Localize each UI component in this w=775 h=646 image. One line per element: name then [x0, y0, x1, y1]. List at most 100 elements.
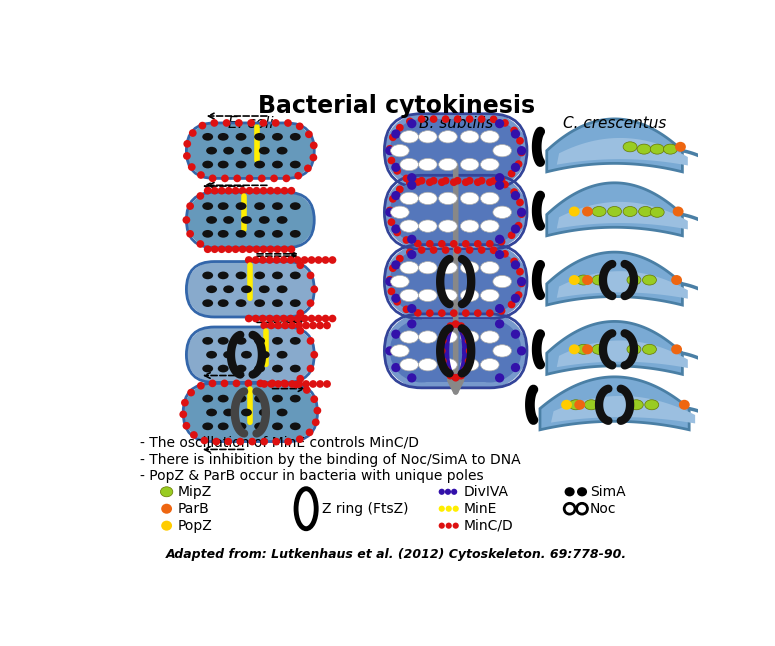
Circle shape: [453, 246, 461, 254]
Circle shape: [239, 245, 246, 253]
Circle shape: [245, 315, 253, 322]
Ellipse shape: [236, 161, 246, 169]
Ellipse shape: [272, 133, 283, 141]
Bar: [212, 383, 288, 442]
Circle shape: [225, 245, 232, 253]
Ellipse shape: [400, 130, 419, 143]
Ellipse shape: [629, 400, 643, 410]
Circle shape: [288, 322, 296, 329]
Circle shape: [212, 438, 220, 446]
Ellipse shape: [183, 383, 242, 442]
Circle shape: [438, 309, 446, 317]
Circle shape: [498, 176, 505, 184]
Polygon shape: [556, 340, 688, 368]
Bar: [422, 119, 490, 182]
Ellipse shape: [400, 331, 419, 343]
Circle shape: [442, 246, 449, 254]
Ellipse shape: [400, 220, 419, 233]
Circle shape: [394, 167, 401, 175]
Circle shape: [508, 170, 515, 178]
Circle shape: [310, 141, 318, 149]
Ellipse shape: [272, 395, 283, 402]
Ellipse shape: [453, 314, 527, 388]
Circle shape: [281, 379, 288, 387]
Ellipse shape: [400, 289, 419, 302]
Circle shape: [394, 229, 401, 236]
Bar: [422, 175, 490, 249]
Text: SimA: SimA: [590, 484, 625, 499]
Circle shape: [389, 134, 397, 141]
Circle shape: [232, 245, 239, 253]
Circle shape: [429, 246, 437, 254]
Circle shape: [287, 315, 294, 322]
Circle shape: [508, 300, 515, 308]
Circle shape: [197, 192, 205, 200]
Circle shape: [288, 245, 295, 253]
Circle shape: [267, 322, 275, 329]
Ellipse shape: [290, 271, 301, 279]
Circle shape: [418, 115, 425, 123]
Ellipse shape: [493, 345, 512, 357]
Circle shape: [466, 115, 474, 123]
Ellipse shape: [254, 161, 265, 169]
Circle shape: [391, 163, 401, 172]
Circle shape: [391, 224, 401, 234]
Circle shape: [407, 373, 416, 382]
Circle shape: [186, 230, 194, 238]
Circle shape: [407, 250, 416, 259]
Ellipse shape: [259, 216, 270, 224]
Circle shape: [301, 256, 308, 264]
Circle shape: [239, 187, 246, 194]
Bar: [214, 262, 287, 317]
Ellipse shape: [384, 114, 459, 187]
Circle shape: [511, 260, 520, 269]
Ellipse shape: [254, 365, 265, 373]
Ellipse shape: [254, 395, 265, 402]
Ellipse shape: [259, 286, 270, 293]
Circle shape: [266, 256, 274, 264]
Ellipse shape: [202, 161, 213, 169]
Ellipse shape: [453, 245, 527, 318]
Bar: [422, 114, 490, 187]
Circle shape: [280, 315, 288, 322]
Ellipse shape: [218, 133, 229, 141]
Circle shape: [188, 163, 195, 171]
Ellipse shape: [439, 262, 457, 274]
Ellipse shape: [202, 337, 213, 345]
Circle shape: [439, 523, 445, 528]
Circle shape: [490, 177, 498, 185]
Ellipse shape: [460, 331, 479, 343]
Circle shape: [273, 315, 281, 322]
Ellipse shape: [458, 319, 522, 382]
Ellipse shape: [187, 262, 243, 317]
Circle shape: [446, 506, 452, 512]
Circle shape: [385, 277, 394, 286]
Ellipse shape: [218, 299, 229, 307]
Ellipse shape: [259, 193, 315, 247]
Ellipse shape: [290, 161, 301, 169]
Ellipse shape: [236, 271, 246, 279]
Circle shape: [438, 347, 446, 355]
Circle shape: [259, 315, 267, 322]
Circle shape: [385, 346, 394, 355]
Text: - The oscillation of MinE controls MinC/D: - The oscillation of MinE controls MinC/…: [140, 435, 419, 450]
Ellipse shape: [582, 344, 593, 355]
Ellipse shape: [187, 193, 243, 247]
Circle shape: [296, 435, 304, 443]
Circle shape: [486, 178, 494, 186]
Circle shape: [307, 299, 315, 307]
Ellipse shape: [650, 144, 664, 154]
Ellipse shape: [663, 144, 677, 154]
Circle shape: [406, 118, 414, 125]
Circle shape: [518, 149, 525, 156]
Ellipse shape: [400, 158, 419, 171]
Ellipse shape: [259, 262, 315, 317]
Circle shape: [294, 256, 301, 264]
Ellipse shape: [202, 230, 213, 238]
Ellipse shape: [218, 230, 229, 238]
Ellipse shape: [206, 351, 217, 359]
Circle shape: [309, 322, 317, 329]
Circle shape: [477, 115, 485, 123]
Circle shape: [222, 119, 230, 127]
Circle shape: [245, 379, 253, 387]
